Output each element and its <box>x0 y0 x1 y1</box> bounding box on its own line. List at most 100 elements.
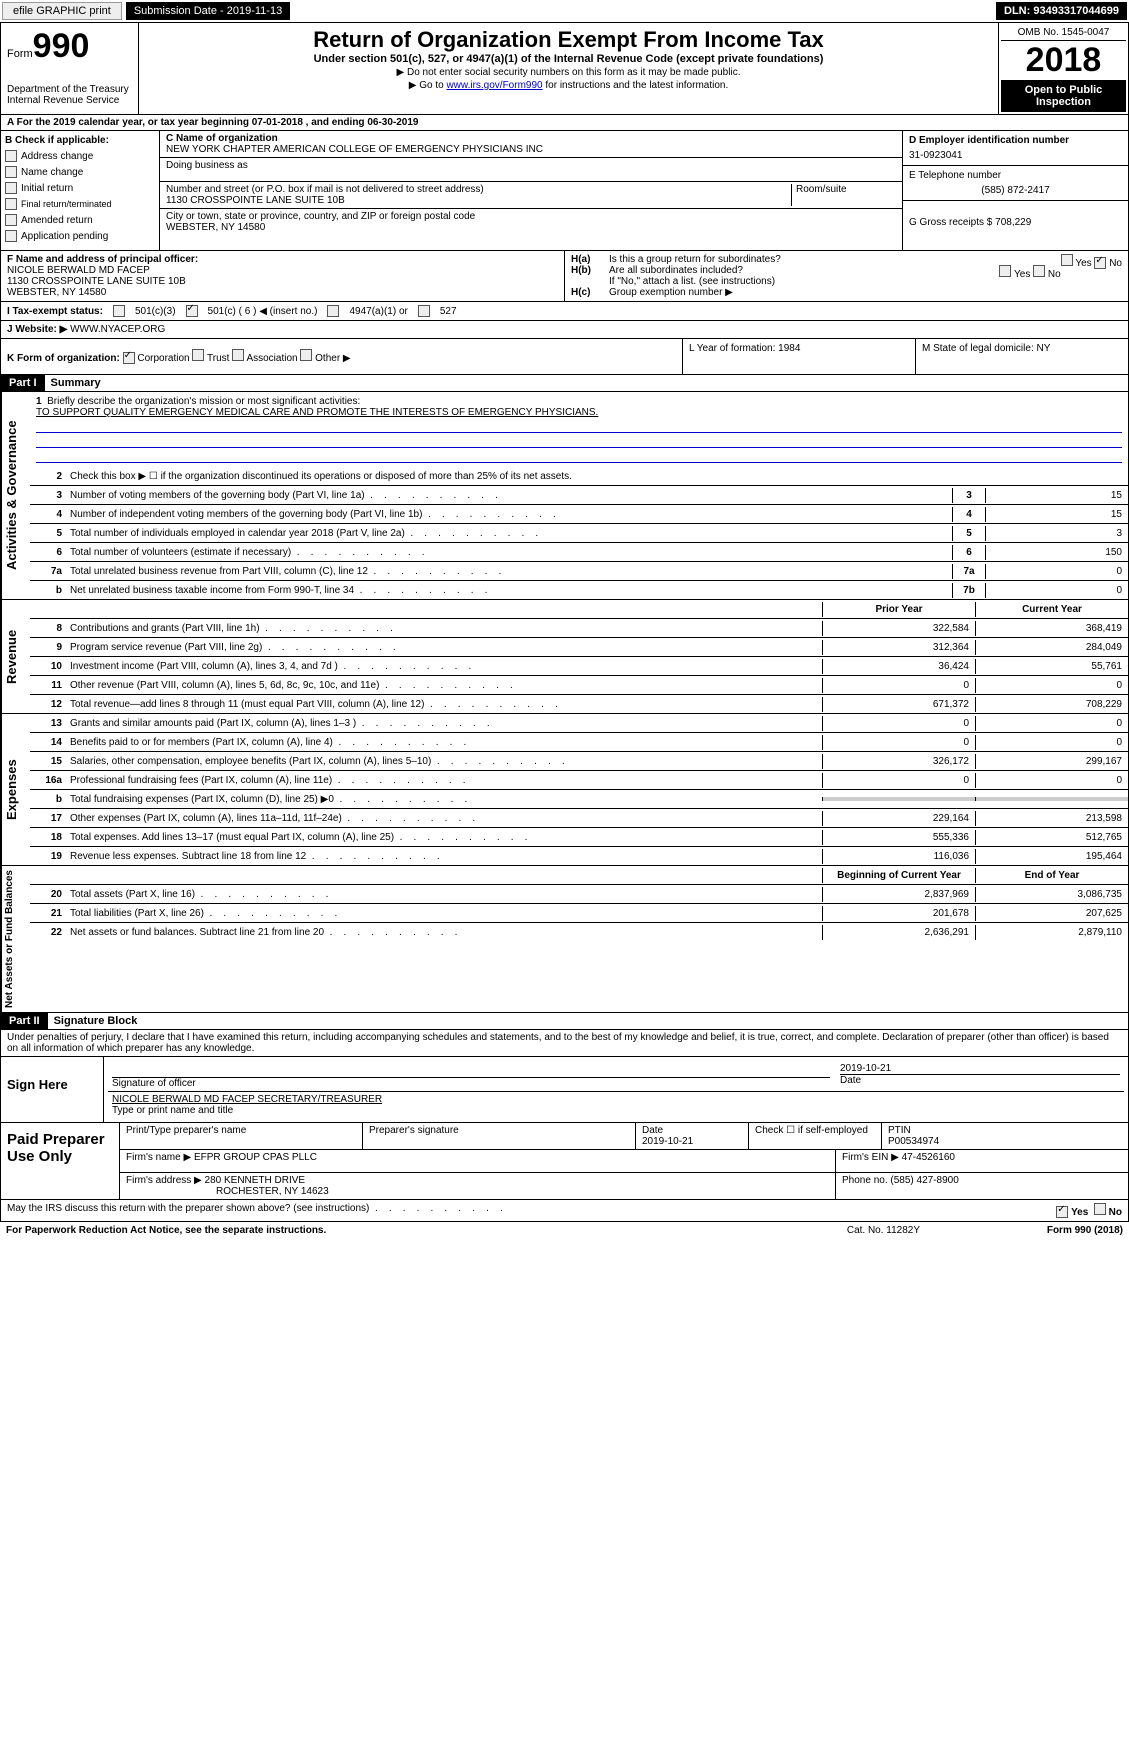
cb-501c3[interactable] <box>113 305 125 317</box>
line-num: 19 <box>30 849 66 864</box>
officer-typed-name: NICOLE BERWALD MD FACEP SECRETARY/TREASU… <box>112 1094 1120 1105</box>
cb-name-change[interactable] <box>5 166 17 178</box>
line-text: Number of voting members of the governin… <box>66 488 952 503</box>
cb-pending[interactable] <box>5 230 17 242</box>
addr-value: 1130 CROSSPOINTE LANE SUITE 10B <box>166 195 791 206</box>
ha-no-cb[interactable] <box>1094 257 1106 269</box>
line-text: Professional fundraising fees (Part IX, … <box>66 773 822 788</box>
row-a-tax-year: A For the 2019 calendar year, or tax yea… <box>0 115 1129 131</box>
line-text: Total unrelated business revenue from Pa… <box>66 564 952 579</box>
line-text: Total number of volunteers (estimate if … <box>66 545 952 560</box>
type-name-label: Type or print name and title <box>112 1105 1120 1116</box>
current-value: 55,761 <box>975 659 1128 674</box>
lbl-final-return: Final return/terminated <box>21 199 112 209</box>
line-text: Total number of individuals employed in … <box>66 526 952 541</box>
dept-treasury: Department of the Treasury Internal Reve… <box>7 84 132 106</box>
cb-4947[interactable] <box>327 305 339 317</box>
city-value: WEBSTER, NY 14580 <box>166 222 896 233</box>
efile-badge: efile GRAPHIC print <box>2 2 122 20</box>
begin-year-header: Beginning of Current Year <box>822 868 975 883</box>
cb-trust[interactable] <box>192 349 204 361</box>
org-name: NEW YORK CHAPTER AMERICAN COLLEGE OF EME… <box>166 144 896 155</box>
line-value: 15 <box>985 488 1128 503</box>
part1-header: Part I <box>1 375 45 391</box>
line-text: Total assets (Part X, line 16) <box>66 887 822 902</box>
prior-value: 0 <box>822 678 975 693</box>
line-text: Salaries, other compensation, employee b… <box>66 754 822 769</box>
line-text: Total expenses. Add lines 13–17 (must eq… <box>66 830 822 845</box>
line-num: 11 <box>30 678 66 693</box>
end-year-header: End of Year <box>975 868 1128 883</box>
firm-name: EFPR GROUP CPAS PLLC <box>194 1152 317 1163</box>
hb-text: Are all subordinates included? <box>609 265 743 276</box>
firm-phone-label: Phone no. <box>842 1175 888 1186</box>
lbl-assoc: Association <box>246 353 297 364</box>
pra-notice: For Paperwork Reduction Act Notice, see … <box>6 1225 847 1236</box>
table-row: 16a Professional fundraising fees (Part … <box>30 771 1128 790</box>
paid-preparer-label: Paid Preparer Use Only <box>1 1123 120 1199</box>
cb-other[interactable] <box>300 349 312 361</box>
prior-value: 555,336 <box>822 830 975 845</box>
line2-text: Check this box ▶ ☐ if the organization d… <box>66 469 1128 484</box>
netassets-label: Net Assets or Fund Balances <box>1 866 30 1012</box>
sig-date: 2019-10-21 <box>840 1063 1120 1074</box>
table-row: 21 Total liabilities (Part X, line 26) 2… <box>30 904 1128 923</box>
current-value: 0 <box>975 678 1128 693</box>
m-state: M State of legal domicile: NY <box>916 339 1128 374</box>
line-num: 4 <box>30 507 66 522</box>
line-num: 6 <box>30 545 66 560</box>
irs-link[interactable]: www.irs.gov/Form990 <box>446 80 542 91</box>
line-num: 20 <box>30 887 66 902</box>
addr-label: Number and street (or P.O. box if mail i… <box>166 184 791 195</box>
line1-num: 1 <box>36 396 42 407</box>
discuss-yes-cb[interactable] <box>1056 1206 1068 1218</box>
cat-no: Cat. No. 11282Y <box>847 1225 1047 1236</box>
hb-yes-cb[interactable] <box>999 265 1011 277</box>
line-num: 9 <box>30 640 66 655</box>
line-num: 15 <box>30 754 66 769</box>
lbl-corp: Corporation <box>137 353 189 364</box>
line-num: 16a <box>30 773 66 788</box>
table-row: 13 Grants and similar amounts paid (Part… <box>30 714 1128 733</box>
cb-501c[interactable] <box>186 305 198 317</box>
officer-addr: 1130 CROSSPOINTE LANE SUITE 10B <box>7 276 558 287</box>
current-value: 0 <box>975 735 1128 750</box>
sub-info-2-post: for instructions and the latest informat… <box>543 80 729 91</box>
current-value: 195,464 <box>975 849 1128 864</box>
discuss-yes: Yes <box>1071 1207 1088 1218</box>
lbl-527: 527 <box>440 306 457 317</box>
ptin: P00534974 <box>888 1136 1122 1147</box>
cb-assoc[interactable] <box>232 349 244 361</box>
revenue-label: Revenue <box>1 600 30 713</box>
table-row: 19 Revenue less expenses. Subtract line … <box>30 847 1128 865</box>
officer-name: NICOLE BERWALD MD FACEP <box>7 265 558 276</box>
j-label: J Website: ▶ <box>7 324 67 335</box>
firm-addr: 280 KENNETH DRIVE <box>205 1175 306 1186</box>
dln: DLN: 93493317044699 <box>996 2 1127 20</box>
current-value: 0 <box>975 716 1128 731</box>
cb-527[interactable] <box>418 305 430 317</box>
form-label: Form <box>7 48 33 60</box>
ha-yes-cb[interactable] <box>1061 254 1073 266</box>
cb-amended[interactable] <box>5 214 17 226</box>
room-label: Room/suite <box>796 184 896 195</box>
form-title: Return of Organization Exempt From Incom… <box>147 27 990 53</box>
hb-no-cb[interactable] <box>1033 265 1045 277</box>
cb-corp[interactable] <box>123 352 135 364</box>
check-self-employed: Check ☐ if self-employed <box>755 1125 875 1136</box>
prior-value: 671,372 <box>822 697 975 712</box>
cb-address-change[interactable] <box>5 150 17 162</box>
cb-initial-return[interactable] <box>5 182 17 194</box>
firm-name-label: Firm's name ▶ <box>126 1152 191 1163</box>
current-year-header: Current Year <box>975 602 1128 617</box>
table-row: 18 Total expenses. Add lines 13–17 (must… <box>30 828 1128 847</box>
cb-final-return[interactable] <box>5 198 17 210</box>
prior-value: 229,164 <box>822 811 975 826</box>
line-num: 17 <box>30 811 66 826</box>
line-value: 0 <box>985 564 1128 579</box>
ha-label: H(a) <box>571 254 609 265</box>
governance-label: Activities & Governance <box>1 392 30 599</box>
discuss-no-cb[interactable] <box>1094 1203 1106 1215</box>
table-row: 17 Other expenses (Part IX, column (A), … <box>30 809 1128 828</box>
line-text: Other expenses (Part IX, column (A), lin… <box>66 811 822 826</box>
